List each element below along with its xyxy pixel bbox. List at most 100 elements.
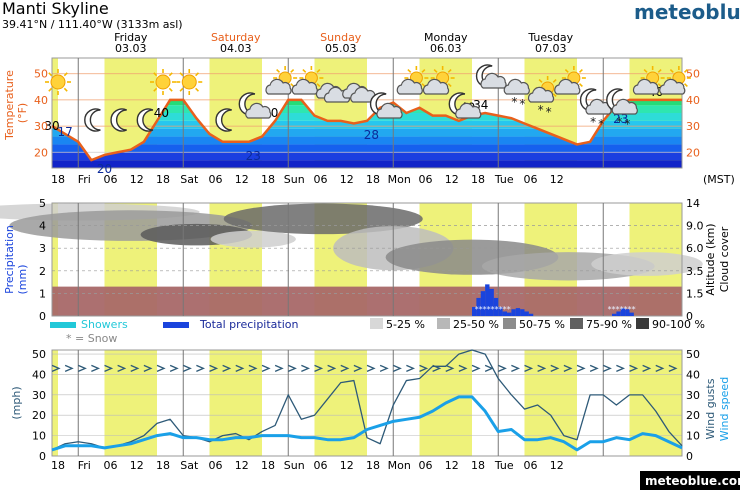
legend-swatch-cloud	[437, 318, 450, 329]
wind-direction-arrow	[104, 364, 114, 372]
moon-rain-icon	[475, 64, 507, 89]
temp-axis-label: Temperature	[3, 70, 16, 141]
wind-direction-arrow	[550, 364, 560, 372]
cloud-shape	[611, 98, 638, 115]
wind-tick-right: 30	[686, 389, 700, 402]
temp-value-label: 23	[613, 112, 628, 126]
day-name: Monday	[424, 31, 468, 44]
sun-ray	[407, 68, 412, 73]
precip-bar	[528, 313, 534, 316]
wind-direction-arrow	[156, 364, 166, 372]
cloud-cover-blob	[591, 252, 703, 276]
snow-flake: *	[598, 117, 604, 131]
wind-direction-arrow	[287, 364, 297, 372]
snow-flake: *	[590, 115, 596, 129]
wind-direction-arrow	[169, 364, 179, 372]
temp-value-label: 17	[57, 125, 72, 139]
altitude-axis-label: Altitude (km)	[704, 223, 717, 295]
time-tick-label: 18	[471, 173, 485, 186]
moon-icon	[84, 108, 101, 132]
moon-shape	[84, 108, 101, 132]
wind-direction-arrow	[314, 364, 324, 372]
time-tick-label: 06	[209, 173, 223, 186]
wind-direction-arrow	[458, 364, 468, 372]
cloud-shape	[422, 78, 450, 95]
wind-direction-arrow	[668, 364, 678, 372]
wind-tick-left: 50	[32, 348, 46, 361]
wind-direction-arrow	[77, 364, 87, 372]
temp-tick-left: 20	[34, 146, 48, 159]
wind-direction-arrow	[117, 364, 127, 372]
time-tick-label: 06	[314, 173, 328, 186]
wind-direction-arrow	[340, 364, 350, 372]
precip-bar	[493, 297, 499, 316]
wind-tick-left: 0	[39, 450, 46, 463]
wind-direction-arrow	[182, 364, 192, 372]
time-tick-label: Tue	[494, 459, 514, 472]
time-tick-label: 18	[471, 459, 485, 472]
precip-bar	[476, 297, 481, 316]
legend-swatch-cloud	[370, 318, 383, 329]
precip-tick-left: 2	[39, 265, 46, 278]
legend-label-cloud: 75-90 %	[586, 318, 632, 331]
sun-ray	[421, 68, 426, 73]
day-date: 05.03	[325, 42, 357, 55]
time-tick-label: 12	[130, 173, 144, 186]
temp-band	[52, 136, 682, 145]
sun-ray	[290, 68, 295, 73]
cloud-cover-blob	[210, 230, 296, 248]
time-tick-label: 12	[550, 459, 564, 472]
sun-cloud-icon	[632, 66, 665, 95]
time-tick-label: 12	[130, 459, 144, 472]
sunshine-band	[52, 286, 682, 316]
panel-frame	[51, 57, 683, 169]
time-tick-label: 18	[261, 173, 275, 186]
time-tick-label: 12	[340, 173, 354, 186]
temp-value-label: 40	[154, 106, 169, 120]
time-tick-label: 06	[419, 173, 433, 186]
precip-tick-left: 0	[39, 310, 46, 323]
wind-panel: 0 0 10 10 20 20 30 30 40 40 50 50 (mph) Wind gusts Win…	[10, 348, 731, 472]
snow-marker: *********	[475, 305, 511, 314]
sun-ray	[276, 68, 281, 73]
sun-ray	[168, 87, 173, 92]
sun-cloud-icon	[659, 66, 691, 95]
time-tick-label: 12	[445, 459, 459, 472]
wind-tick-right: 50	[686, 348, 700, 361]
precip-bar	[480, 291, 486, 316]
sun-cloud-icon	[291, 66, 324, 95]
precip-tick-right: 0	[686, 310, 693, 323]
wind-direction-arrow	[327, 364, 337, 372]
moon-cloud-icon	[448, 92, 482, 119]
legend-swatch-showers	[50, 322, 76, 328]
precip-tick-left: 1	[39, 287, 46, 300]
location-coords: 39.41°N / 111.40°W (3133m asl)	[2, 18, 183, 31]
wind-direction-arrow	[209, 364, 219, 372]
daylight-band	[52, 350, 58, 456]
wind-direction-arrow	[379, 364, 389, 372]
sun-ray	[657, 68, 662, 73]
wind-gusts-line	[51, 349, 683, 451]
moon-shape	[110, 108, 127, 132]
wind-tick-left: 20	[32, 409, 46, 422]
snow-flake: *	[546, 105, 552, 119]
cloud-shape	[527, 86, 555, 103]
wind-direction-arrow	[222, 364, 232, 372]
time-tick-label: Tue	[494, 173, 514, 186]
snow-flake: *	[538, 103, 544, 117]
cloud-shape	[480, 72, 507, 89]
precip-bar	[625, 309, 630, 316]
sun-ray	[669, 68, 674, 73]
wind-speed-line	[51, 395, 683, 452]
cloud-cover-axis-label: Cloud cover	[718, 226, 731, 292]
wind-direction-arrow	[366, 364, 376, 372]
wind-direction-arrow	[235, 364, 245, 372]
precip-bar	[616, 311, 621, 316]
brand-logo[interactable]: meteoblue	[634, 0, 740, 24]
temp-line	[51, 98, 682, 162]
footer-brand[interactable]: meteoblue.com	[645, 474, 740, 488]
wind-direction-arrow	[576, 364, 586, 372]
precip-bar	[515, 308, 521, 316]
cloud-shape	[291, 78, 318, 95]
